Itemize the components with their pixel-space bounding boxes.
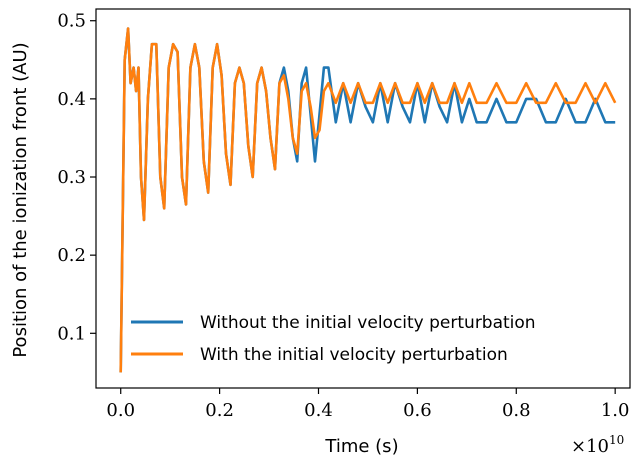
x-tick-label: 0.0 <box>106 400 135 421</box>
y-tick-label: 0.1 <box>57 323 86 344</box>
y-axis-ticks: 0.1 0.2 0.3 0.4 0.5 <box>57 11 96 344</box>
x-tick-label: 0.2 <box>205 400 234 421</box>
y-tick-label: 0.5 <box>57 11 86 32</box>
series-layer <box>119 27 617 373</box>
x-offset-label: ×1010 <box>571 433 624 457</box>
x-axis-ticks: 0.0 0.2 0.4 0.6 0.8 1.0 <box>106 388 629 421</box>
legend-label-with-perturbation: With the initial velocity perturbation <box>200 345 508 365</box>
legend-label-without-perturbation: Without the initial velocity perturbatio… <box>200 313 536 333</box>
y-tick-label: 0.3 <box>57 167 86 188</box>
x-tick-label: 1.0 <box>601 400 630 421</box>
y-tick-label: 0.4 <box>57 89 86 110</box>
legend: Without the initial velocity perturbatio… <box>131 313 536 365</box>
series-line-with-perturbation <box>119 27 617 373</box>
x-offset-exponent: 10 <box>609 433 624 447</box>
y-axis-label: Position of the ionization front (AU) <box>10 42 31 357</box>
plot-frame <box>95 8 631 389</box>
x-tick-label: 0.4 <box>304 400 333 421</box>
x-offset-base: ×10 <box>571 436 609 457</box>
x-tick-label: 0.8 <box>502 400 531 421</box>
y-tick-label: 0.2 <box>57 245 86 266</box>
x-tick-label: 0.6 <box>403 400 432 421</box>
x-axis-label: Time (s) <box>324 436 398 457</box>
